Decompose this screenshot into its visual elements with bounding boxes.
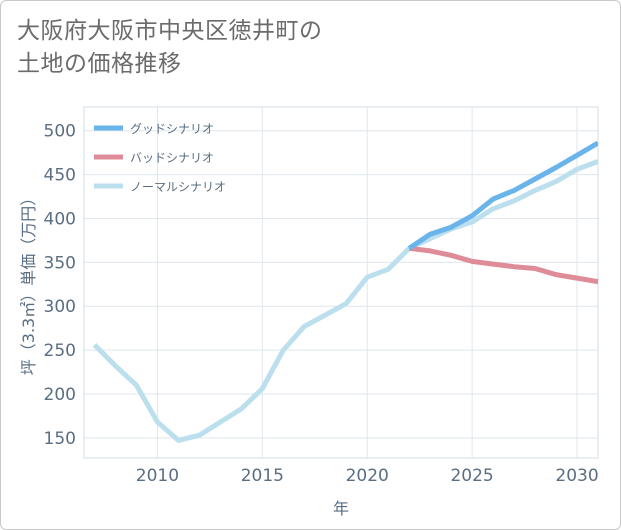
x-axis-title: 年 [333, 499, 349, 518]
x-tick-label: 2020 [346, 466, 389, 486]
legend-label: ノーマルシナリオ [130, 180, 226, 194]
legend-label: バッドシナリオ [130, 151, 214, 165]
y-tick-label: 400 [44, 209, 76, 229]
y-tick-label: 300 [44, 297, 76, 317]
legend-label: グッドシナリオ [130, 122, 214, 136]
x-tick-label: 2015 [241, 466, 284, 486]
plot-area-border [83, 106, 599, 459]
y-tick-label: 450 [44, 166, 76, 186]
chart-title-line-2: 土地の価格推移 [17, 51, 182, 77]
chart-title-line-1: 大阪府大阪市中央区徳井町の [17, 18, 323, 44]
y-tick-label: 250 [44, 341, 76, 361]
x-tick-label: 2025 [450, 466, 493, 486]
x-tick-label: 2030 [555, 466, 598, 486]
x-tick-label: 2010 [136, 466, 179, 486]
series-line-bad [408, 245, 598, 285]
y-axis-title: 坪（3.3㎡）単価（万円） [19, 190, 38, 375]
y-tick-label: 200 [44, 385, 76, 405]
series-line-good [407, 140, 598, 251]
chart-title: 大阪府大阪市中央区徳井町の 土地の価格推移 [17, 15, 323, 81]
y-tick-label: 350 [44, 253, 76, 273]
y-tick-label: 500 [44, 122, 76, 142]
y-tick-label: 150 [44, 429, 76, 449]
series-line-normal [92, 159, 598, 443]
grid [84, 107, 598, 458]
